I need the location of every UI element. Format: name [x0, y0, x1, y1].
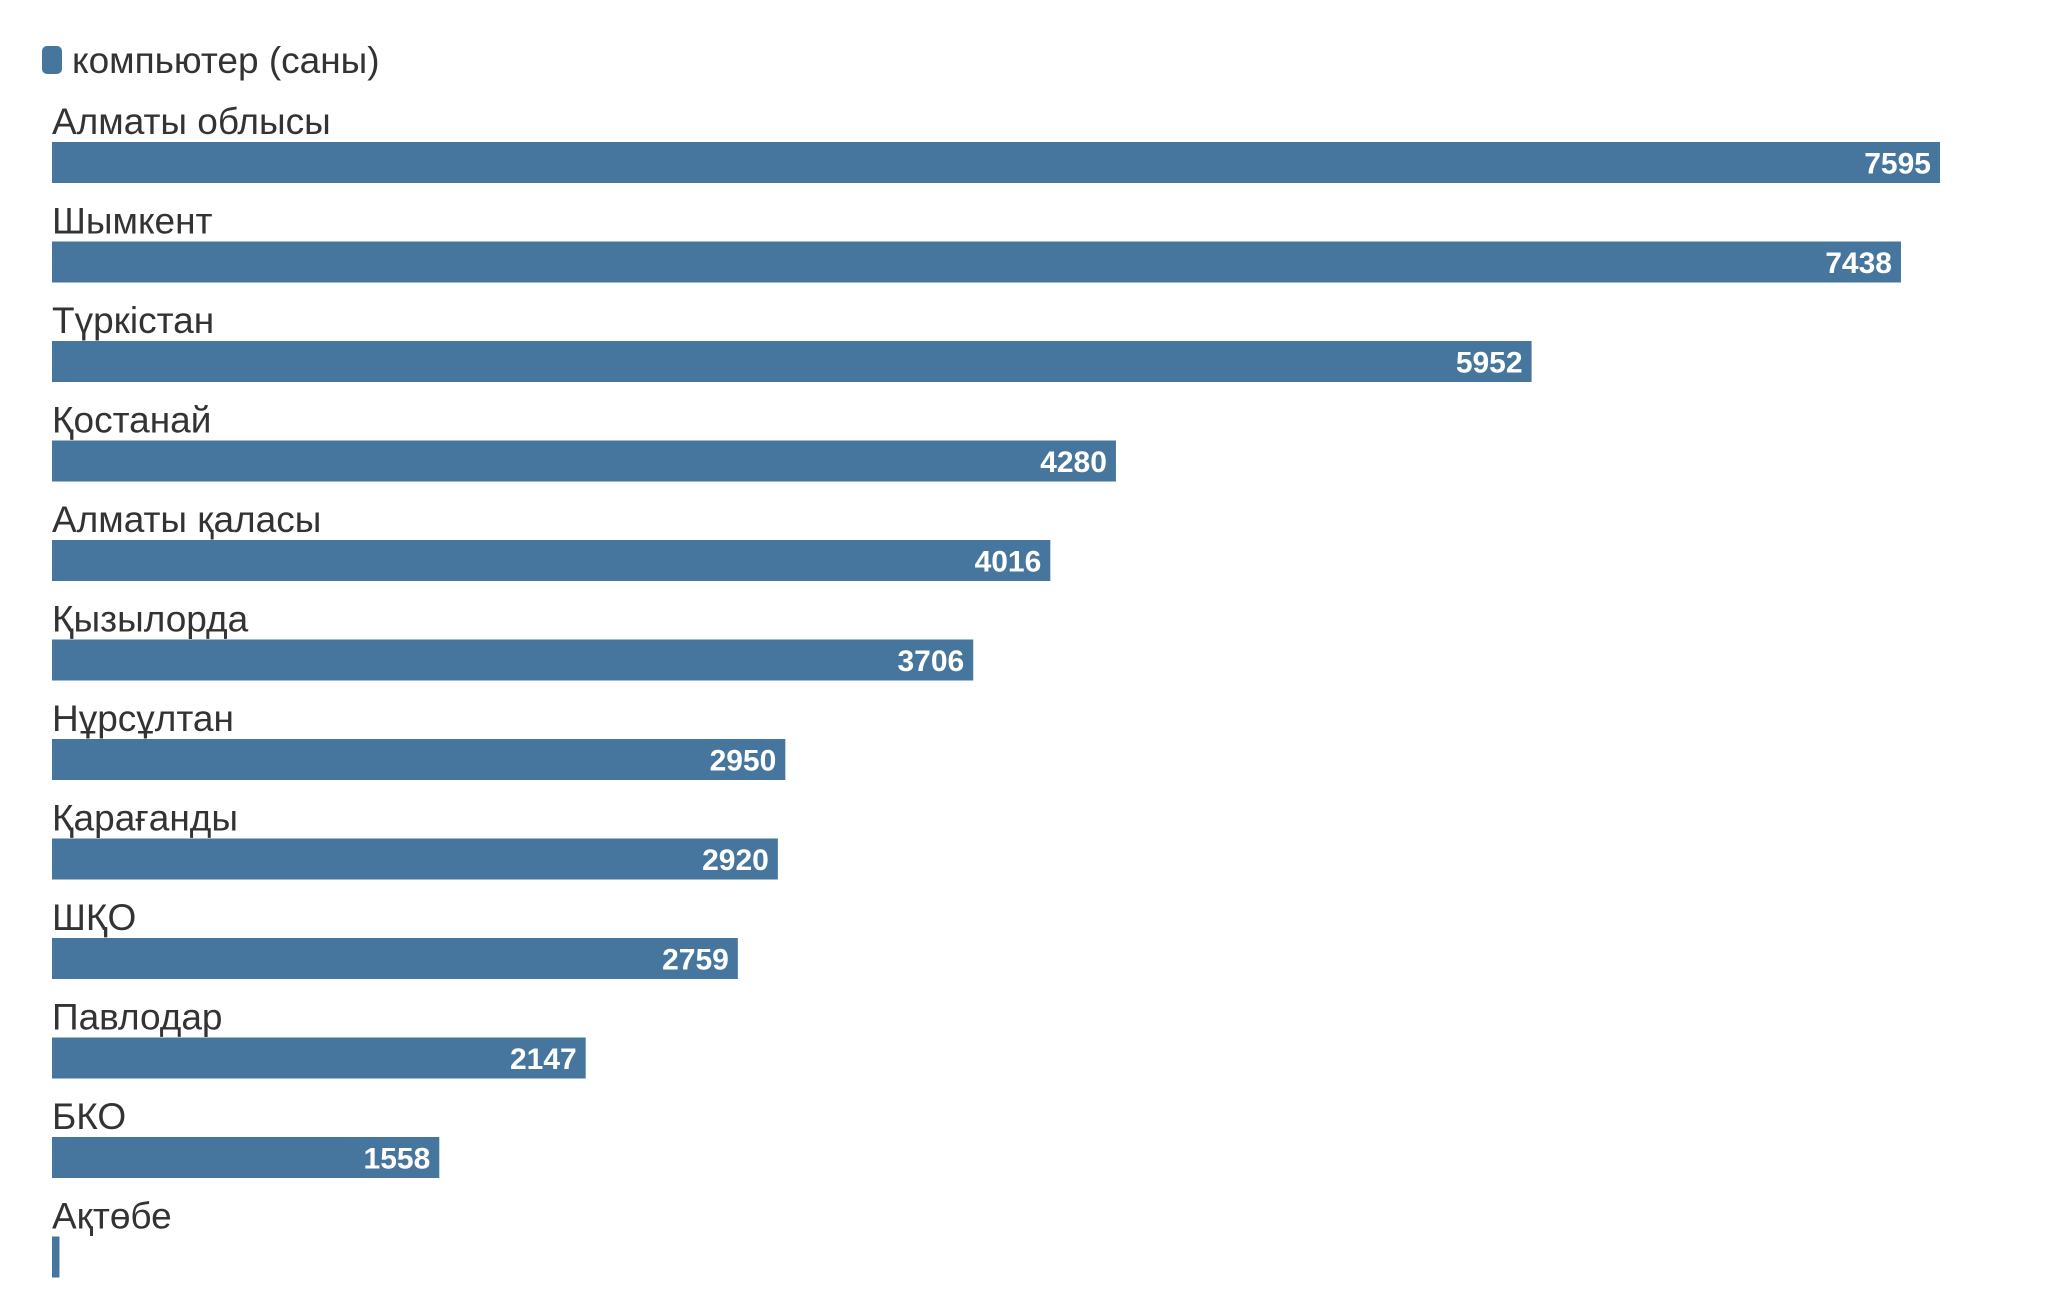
- bar-value-label: 2759: [662, 943, 729, 976]
- bar[interactable]: [52, 838, 778, 880]
- category-label: Алматы қаласы: [52, 499, 321, 540]
- category-label: Түркістан: [52, 300, 214, 341]
- category-label: Қызылорда: [52, 599, 249, 640]
- legend-label: компьютер (саны): [72, 39, 380, 81]
- bar-value-label: 3706: [898, 645, 965, 678]
- bar[interactable]: [52, 440, 1116, 482]
- bar-value-label: 2950: [710, 744, 777, 777]
- category-label: Қарағанды: [52, 798, 238, 839]
- bar[interactable]: [52, 1037, 586, 1079]
- category-label: БКО: [52, 1096, 126, 1137]
- bar[interactable]: [52, 142, 1940, 183]
- bar[interactable]: [52, 938, 738, 979]
- bar[interactable]: [52, 739, 786, 780]
- bar[interactable]: [52, 1137, 440, 1178]
- legend[interactable]: компьютер (саны): [42, 36, 380, 84]
- bar-value-label: 7595: [1864, 147, 1931, 180]
- legend-swatch: [42, 46, 62, 74]
- bar-value-label: 2147: [510, 1043, 577, 1076]
- bar[interactable]: [52, 341, 1532, 382]
- category-label: Павлодар: [52, 997, 223, 1038]
- bar[interactable]: [52, 639, 974, 681]
- bar-value-label: 4016: [975, 545, 1042, 578]
- bar[interactable]: [52, 241, 1901, 283]
- category-label: Нұрсұлтан: [52, 698, 234, 739]
- bar-value-label: 5952: [1456, 346, 1523, 379]
- category-label: ШҚО: [52, 897, 136, 938]
- bar-value-label: 1558: [364, 1142, 431, 1175]
- bar-value-label: 7438: [1825, 247, 1892, 280]
- category-label: Қостанай: [52, 400, 211, 441]
- bar-value-label: 4280: [1040, 446, 1107, 479]
- category-label: Ақтөбе: [52, 1196, 172, 1237]
- bar[interactable]: [52, 1236, 60, 1278]
- bar-value-label: 2920: [702, 844, 769, 877]
- category-label: Алматы облысы: [52, 101, 331, 142]
- bar[interactable]: [52, 540, 1051, 581]
- category-label: Шымкент: [52, 201, 213, 242]
